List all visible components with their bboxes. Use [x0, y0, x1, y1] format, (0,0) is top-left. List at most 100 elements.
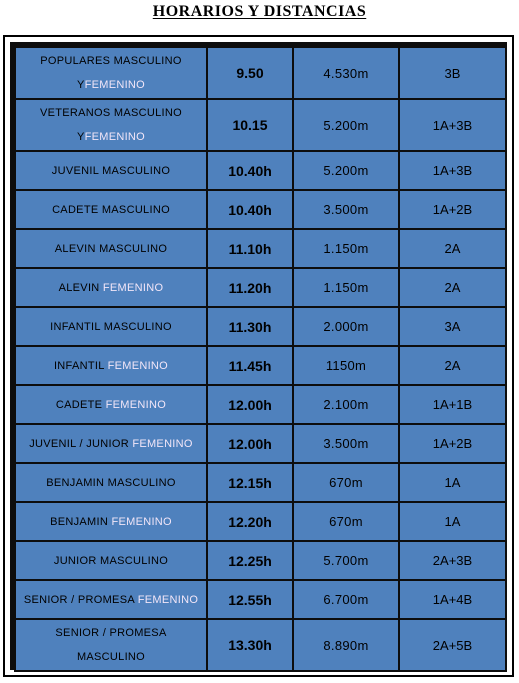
category-feminine-label: FEMENINO: [137, 593, 199, 606]
distance-cell: 1.150m: [292, 267, 400, 308]
start-time-cell: 11.30h: [206, 306, 294, 347]
table-row: CADETE MASCULINO 10.40h 3.500m 1A+2B: [14, 189, 507, 230]
laps-cell: 2A: [398, 267, 507, 308]
category-feminine-label: FEMENINO: [132, 437, 193, 450]
category-cell: JUNIOR MASCULINO: [14, 540, 208, 581]
category-cell: JUVENIL MASCULINO: [14, 150, 208, 191]
distance-cell: 4.530m: [292, 46, 400, 100]
start-time-cell: 12.00h: [206, 384, 294, 425]
table-row: POPULARES MASCULINO YFEMENINO 9.50 4.530m 3…: [14, 46, 507, 100]
table-row: ALEVIN FEMENINO 11.20h 1.150m 2A: [14, 267, 507, 308]
category-label: ALEVIN: [58, 281, 103, 294]
start-time-cell: 10.40h: [206, 150, 294, 191]
laps-cell: 1A+2B: [398, 189, 507, 230]
category-cell: SENIOR / PROMESA FEMENINO: [14, 579, 208, 620]
table-row: INFANTIL MASCULINO 11.30h 2.000m 3A: [14, 306, 507, 347]
category-cell: POPULARES MASCULINO YFEMENINO: [14, 46, 208, 100]
category-label: BENJAMIN: [50, 515, 112, 528]
category-cell: VETERANOS MASCULINO YFEMENINO: [14, 98, 208, 152]
distance-cell: 8.890m: [292, 618, 400, 672]
category-cell: JUVENIL / JUNIOR FEMENINO: [14, 423, 208, 464]
start-time-cell: 12.55h: [206, 579, 294, 620]
laps-cell: 1A: [398, 501, 507, 542]
start-time-cell: 13.30h: [206, 618, 294, 672]
table-row: SENIOR / PROMESA FEMENINO 12.55h 6.700m 1A+…: [14, 579, 507, 620]
laps-cell: 2A+3B: [398, 540, 507, 581]
category-label: SENIOR / PROMESA: [23, 593, 138, 606]
start-time-cell: 10.40h: [206, 189, 294, 230]
category-feminine-label: FEMENINO: [107, 359, 169, 372]
distance-cell: 5.200m: [292, 98, 400, 152]
start-time-cell: 12.00h: [206, 423, 294, 464]
start-time-cell: 12.15h: [206, 462, 294, 503]
category-cell: SENIOR / PROMESA MASCULINO: [14, 618, 208, 672]
laps-cell: 3A: [398, 306, 507, 347]
table-row: BENJAMIN FEMENINO 12.20h 670m 1A: [14, 501, 507, 542]
start-time-cell: 9.50: [206, 46, 294, 100]
category-cell: CADETE FEMENINO: [14, 384, 208, 425]
distance-cell: 5.200m: [292, 150, 400, 191]
page-title: HORARIOS Y DISTANCIAS: [0, 0, 519, 24]
table-row: JUVENIL / JUNIOR FEMENINO 12.00h 3.500m 1A+…: [14, 423, 507, 464]
category-label: ALEVIN MASCULINO: [54, 242, 168, 255]
category-label: INFANTIL MASCULINO: [50, 320, 172, 333]
start-time-cell: 12.20h: [206, 501, 294, 542]
distance-cell: 1150m: [292, 345, 400, 386]
start-time-cell: 10.15: [206, 98, 294, 152]
category-feminine-label: FEMENINO: [102, 281, 164, 294]
category-cell: BENJAMIN FEMENINO: [14, 501, 208, 542]
start-time-cell: 11.20h: [206, 267, 294, 308]
distance-cell: 3.500m: [292, 423, 400, 464]
distance-cell: 2.000m: [292, 306, 400, 347]
category-label: POPULARES MASCULINO Y: [40, 55, 182, 91]
distance-cell: 670m: [292, 501, 400, 542]
table-row: SENIOR / PROMESA MASCULINO 13.30h 8.890m 2A…: [14, 618, 507, 672]
laps-cell: 2A: [398, 228, 507, 269]
laps-cell: 1A+3B: [398, 98, 507, 152]
category-label: JUNIOR MASCULINO: [53, 554, 169, 567]
laps-cell: 1A+4B: [398, 579, 507, 620]
category-cell: ALEVIN FEMENINO: [14, 267, 208, 308]
category-feminine-label: FEMENINO: [84, 79, 146, 91]
category-cell: INFANTIL MASCULINO: [14, 306, 208, 347]
category-cell: INFANTIL FEMENINO: [14, 345, 208, 386]
category-label: JUVENIL / JUNIOR: [29, 437, 133, 450]
category-cell: BENJAMIN MASCULINO: [14, 462, 208, 503]
table-row: INFANTIL FEMENINO 11.45h 1150m 2A: [14, 345, 507, 386]
start-time-cell: 12.25h: [206, 540, 294, 581]
category-label: BENJAMIN MASCULINO: [46, 476, 176, 489]
category-feminine-label: FEMENINO: [111, 515, 172, 528]
category-label: SENIOR / PROMESA MASCULINO: [55, 627, 167, 663]
distance-cell: 3.500m: [292, 189, 400, 230]
category-label: VETERANOS MASCULINO Y: [39, 107, 182, 143]
distance-cell: 670m: [292, 462, 400, 503]
laps-cell: 1A+2B: [398, 423, 507, 464]
laps-cell: 3B: [398, 46, 507, 100]
laps-cell: 2A+5B: [398, 618, 507, 672]
laps-cell: 1A: [398, 462, 507, 503]
category-cell: CADETE MASCULINO: [14, 189, 208, 230]
distance-cell: 1.150m: [292, 228, 400, 269]
start-time-cell: 11.45h: [206, 345, 294, 386]
table-row: BENJAMIN MASCULINO 12.15h 670m 1A: [14, 462, 507, 503]
category-label: CADETE MASCULINO: [52, 203, 170, 216]
category-feminine-label: FEMENINO: [84, 131, 146, 143]
table-row: JUNIOR MASCULINO 12.25h 5.700m 2A+3B: [14, 540, 507, 581]
table-row: ALEVIN MASCULINO 11.10h 1.150m 2A: [14, 228, 507, 269]
laps-cell: 1A+3B: [398, 150, 507, 191]
distance-cell: 5.700m: [292, 540, 400, 581]
table-row: CADETE FEMENINO 12.00h 2.100m 1A+1B: [14, 384, 507, 425]
category-label: INFANTIL: [53, 359, 108, 372]
start-time-cell: 11.10h: [206, 228, 294, 269]
category-label: JUVENIL MASCULINO: [51, 164, 171, 177]
title-text: HORARIOS Y DISTANCIAS: [152, 3, 367, 20]
table-row: JUVENIL MASCULINO 10.40h 5.200m 1A+3B: [14, 150, 507, 191]
distance-cell: 6.700m: [292, 579, 400, 620]
schedule-table: POPULARES MASCULINO YFEMENINO 9.50 4.530m 3…: [14, 46, 507, 672]
table-row: VETERANOS MASCULINO YFEMENINO 10.15 5.200m…: [14, 98, 507, 152]
laps-cell: 1A+1B: [398, 384, 507, 425]
category-feminine-label: FEMENINO: [105, 398, 167, 411]
category-label: CADETE: [55, 398, 106, 411]
laps-cell: 2A: [398, 345, 507, 386]
distance-cell: 2.100m: [292, 384, 400, 425]
